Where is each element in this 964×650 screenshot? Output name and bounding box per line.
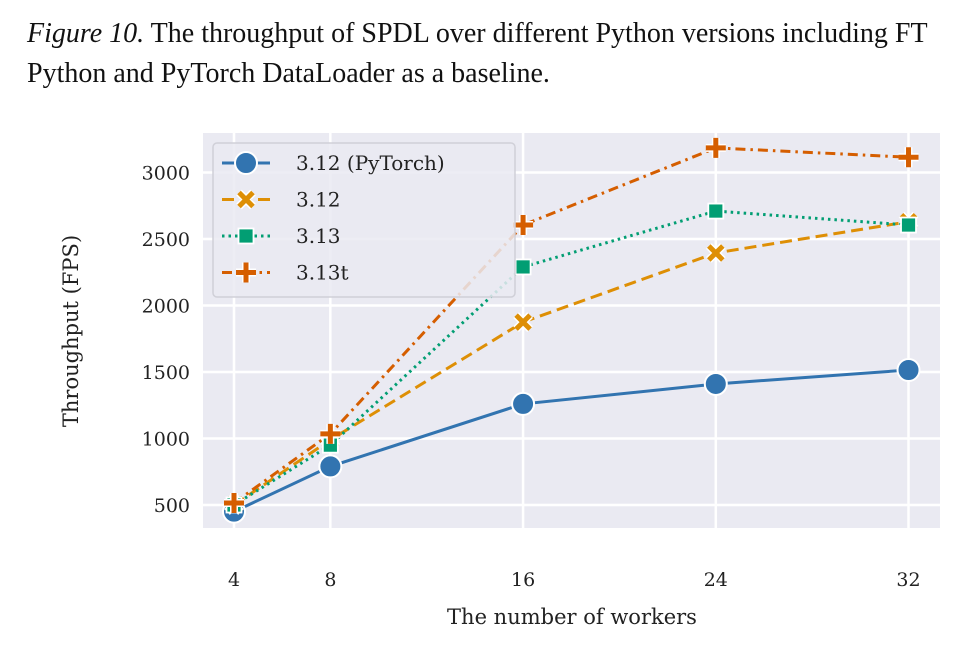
data-point-plus <box>898 147 919 168</box>
data-point-circle <box>318 454 343 479</box>
data-point-square <box>514 258 532 276</box>
ticks: 4 8 16 24 32 500 1000 1500 2000 2500 3000 <box>142 163 921 592</box>
x-tick-label: 4 <box>228 569 240 591</box>
legend-marker-circle <box>234 151 258 175</box>
data-point-plus <box>513 215 534 236</box>
y-tick-label: 1500 <box>142 362 190 384</box>
data-point-circle <box>511 391 536 416</box>
data-point-circle <box>896 358 921 383</box>
y-tick-label: 2500 <box>142 229 190 251</box>
series-lines <box>222 137 921 524</box>
legend-label: 3.12 <box>296 188 341 212</box>
data-point-plus <box>320 423 341 444</box>
y-axis-label: Throughput (FPS) <box>59 235 83 427</box>
data-point-plus <box>705 137 726 158</box>
legend-marker-square <box>237 227 255 245</box>
legend-label: 3.13t <box>296 261 349 285</box>
legend-marker-plus <box>236 262 256 283</box>
y-tick-label: 3000 <box>142 163 190 185</box>
data-point-circle <box>703 371 728 396</box>
x-tick-label: 16 <box>511 569 535 591</box>
legend-label: 3.13 <box>296 224 341 248</box>
x-tick-label: 32 <box>896 569 920 591</box>
legend-box <box>212 142 516 298</box>
figure-label: Figure 10. <box>27 18 145 49</box>
x-tick-label: 8 <box>324 569 336 591</box>
data-point-plus <box>224 493 244 514</box>
legend-label: 3.12 (PyTorch) <box>296 151 445 175</box>
data-point-square <box>900 216 917 234</box>
y-tick-label: 2000 <box>142 296 190 318</box>
data-point-x <box>513 312 533 332</box>
data-point-square <box>707 202 725 220</box>
data-point-x <box>705 243 726 263</box>
figure-caption: Figure 10. The throughput of SPDL over d… <box>27 14 957 94</box>
caption-text: The throughput of SPDL over different Py… <box>27 18 928 89</box>
x-tick-label: 24 <box>704 569 728 591</box>
y-tick-label: 1000 <box>142 429 190 451</box>
y-tick-label: 500 <box>154 495 190 517</box>
legend: 3.12 (PyTorch) 3.12 3.13 3.13t <box>212 142 516 298</box>
legend-marker-x <box>236 189 256 210</box>
x-axis-label: The number of workers <box>447 605 697 629</box>
